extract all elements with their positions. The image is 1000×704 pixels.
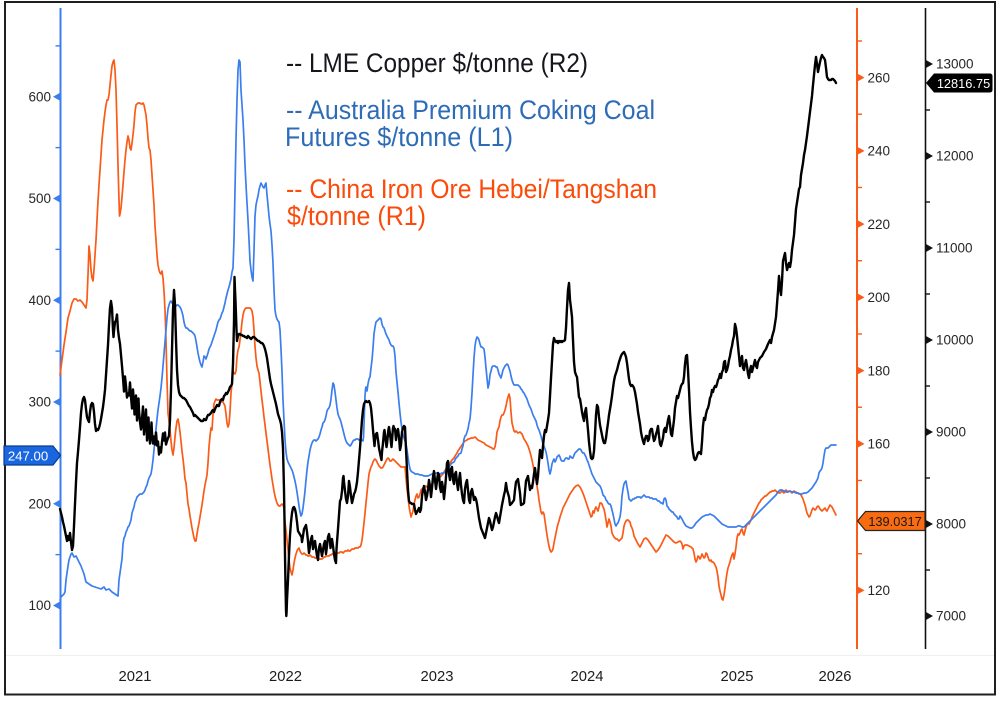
svg-text:2021: 2021 bbox=[119, 669, 152, 685]
svg-text:220: 220 bbox=[868, 217, 891, 232]
svg-text:13000: 13000 bbox=[936, 57, 974, 72]
svg-text:2023: 2023 bbox=[421, 669, 454, 685]
svg-text:12816.75: 12816.75 bbox=[937, 76, 990, 91]
svg-text:100: 100 bbox=[28, 598, 51, 613]
svg-text:10000: 10000 bbox=[936, 333, 974, 348]
svg-text:260: 260 bbox=[868, 70, 891, 85]
svg-text:300: 300 bbox=[28, 395, 51, 410]
svg-text:500: 500 bbox=[28, 191, 51, 206]
svg-text:2024: 2024 bbox=[571, 669, 604, 685]
svg-text:139.0317: 139.0317 bbox=[868, 514, 921, 529]
svg-text:160: 160 bbox=[868, 437, 891, 452]
svg-text:200: 200 bbox=[868, 290, 891, 305]
svg-text:9000: 9000 bbox=[936, 425, 966, 440]
svg-text:8000: 8000 bbox=[936, 517, 966, 532]
svg-text:Futures $/tonne (L1): Futures $/tonne (L1) bbox=[285, 122, 513, 152]
svg-text:240: 240 bbox=[868, 144, 891, 159]
svg-text:200: 200 bbox=[28, 496, 51, 511]
svg-text:600: 600 bbox=[28, 89, 51, 104]
svg-text:-- Australia Premium Coking Co: -- Australia Premium Coking Coal bbox=[286, 95, 655, 125]
svg-text:$/tonne (R1): $/tonne (R1) bbox=[287, 201, 426, 231]
svg-text:2026: 2026 bbox=[819, 669, 852, 685]
svg-text:-- LME Copper $/tonne (R2): -- LME Copper $/tonne (R2) bbox=[286, 48, 588, 78]
svg-text:11000: 11000 bbox=[936, 241, 973, 256]
svg-text:120: 120 bbox=[868, 583, 891, 598]
svg-text:180: 180 bbox=[868, 363, 891, 378]
svg-text:400: 400 bbox=[28, 293, 51, 308]
svg-text:2022: 2022 bbox=[269, 669, 302, 685]
svg-text:7000: 7000 bbox=[936, 609, 966, 624]
svg-text:247.00: 247.00 bbox=[8, 448, 48, 463]
svg-text:12000: 12000 bbox=[936, 149, 974, 164]
svg-text:-- China Iron Ore Hebei/Tangsh: -- China Iron Ore Hebei/Tangshan bbox=[286, 174, 657, 204]
svg-text:2025: 2025 bbox=[721, 669, 754, 685]
